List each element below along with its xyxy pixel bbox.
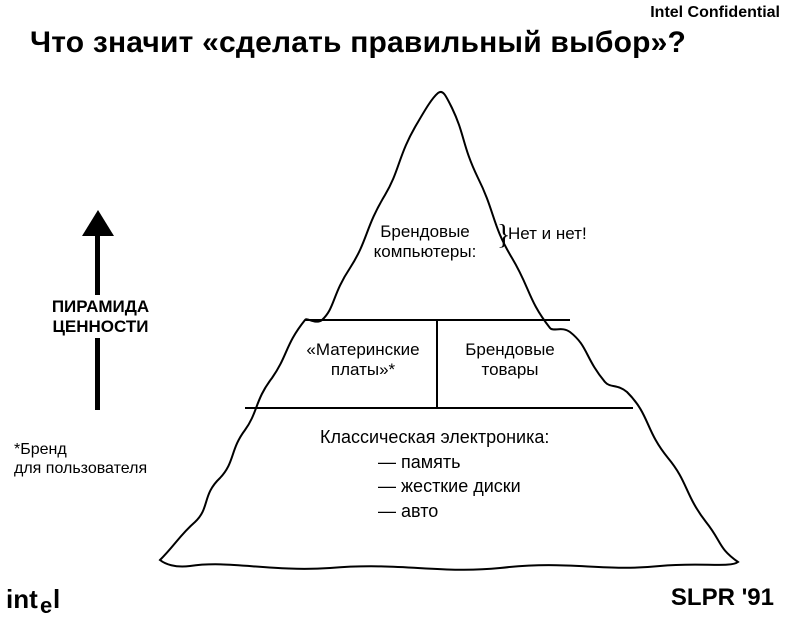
- tier-mid-right-line1: Брендовые: [465, 340, 555, 359]
- tier-top-line1: Брендовые: [380, 222, 470, 241]
- tier-top-line2: компьютеры:: [350, 242, 500, 262]
- slide-title: Что значит «сделать правильный выбор»?: [30, 26, 686, 60]
- arrow-label-line1: ПИРАМИДА: [52, 297, 149, 316]
- confidential-label: Intel Confidential: [650, 4, 780, 22]
- intel-logo: int e l: [6, 584, 66, 614]
- footnote-line2: для пользователя: [14, 460, 147, 477]
- footnote: *Бренд для пользователя: [14, 440, 147, 478]
- tier-top-label: Брендовые компьютеры:: [350, 222, 500, 262]
- tier-base-item: авто: [378, 499, 521, 523]
- tier-base-title: Классическая электроника:: [320, 427, 580, 448]
- tier-base-item: память: [378, 450, 521, 474]
- footnote-line1: *Бренд: [14, 441, 67, 458]
- tier-mid-left-line1: «Материнские: [306, 340, 419, 359]
- tier-mid-left-label: «Материнские платы»*: [298, 340, 428, 380]
- tier-mid-right-line2: товары: [481, 360, 538, 379]
- arrow-label: ПИРАМИДА ЦЕННОСТИ: [38, 295, 163, 338]
- footer-right: SLPR '91: [671, 584, 774, 612]
- svg-text:l: l: [53, 584, 60, 614]
- tier-base-item: жесткие диски: [378, 474, 521, 498]
- slide: { "meta":{ "width":790,"height":620, "co…: [0, 0, 790, 620]
- tier-mid-right-label: Брендовые товары: [445, 340, 575, 380]
- tier-mid-left-line2: платы»*: [331, 360, 395, 379]
- tier-base-list: память жесткие диски авто: [378, 450, 521, 523]
- tier-top-annotation: Нет и нет!: [508, 224, 587, 244]
- svg-text:int: int: [6, 584, 38, 614]
- arrow-label-line2: ЦЕННОСТИ: [53, 317, 149, 336]
- svg-text:e: e: [40, 593, 52, 614]
